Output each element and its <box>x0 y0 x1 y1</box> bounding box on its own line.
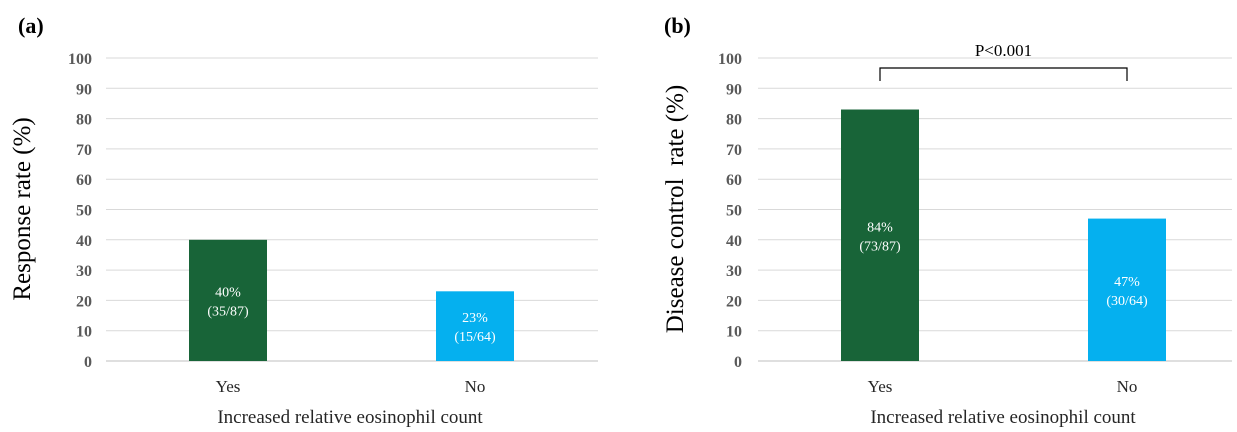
bar-no <box>436 291 514 361</box>
y-tick-label: 10 <box>76 324 92 341</box>
x-axis-title: Increased relative eosinophil count <box>870 407 1136 428</box>
y-tick-label: 100 <box>718 51 742 68</box>
y-tick-label: 30 <box>726 263 742 280</box>
data-label: (30/64) <box>1106 294 1148 309</box>
y-tick-label: 80 <box>76 112 92 129</box>
y-tick-label: 100 <box>68 51 92 68</box>
x-category-label: Yes <box>216 377 241 396</box>
bar-yes <box>189 239 267 361</box>
data-label: 23% <box>462 311 488 326</box>
x-category-label: No <box>465 377 486 396</box>
data-label: 47% <box>1114 275 1140 290</box>
y-tick-label: 20 <box>76 293 92 310</box>
x-axis-title: Increased relative eosinophil count <box>217 407 483 428</box>
p-value-annotation: P<0.001 <box>975 41 1032 60</box>
significance-bracket <box>879 67 1128 81</box>
y-tick-label: 90 <box>76 81 92 98</box>
y-tick-label: 10 <box>726 324 742 341</box>
y-tick-label: 50 <box>76 203 92 220</box>
y-tick-label: 80 <box>726 112 742 129</box>
y-tick-label: 50 <box>726 203 742 220</box>
y-tick-label: 0 <box>84 354 92 371</box>
y-tick-label: 30 <box>76 263 92 280</box>
bar-yes <box>841 109 919 361</box>
y-tick-label: 90 <box>726 81 742 98</box>
bar-no <box>1088 218 1166 361</box>
y-tick-label: 40 <box>726 233 742 250</box>
data-label: (73/87) <box>859 239 901 254</box>
y-tick-label: 70 <box>726 142 742 159</box>
panel-label: (a) <box>18 13 44 38</box>
y-tick-label: 0 <box>734 354 742 371</box>
y-axis-title: Response rate (%) <box>9 117 36 300</box>
y-tick-label: 60 <box>726 172 742 189</box>
x-category-label: No <box>1117 377 1138 396</box>
panel-label: (b) <box>664 13 691 38</box>
data-label: 84% <box>867 220 893 235</box>
y-tick-label: 70 <box>76 142 92 159</box>
y-tick-label: 60 <box>76 172 92 189</box>
data-label: 40% <box>215 285 241 300</box>
y-tick-label: 40 <box>76 233 92 250</box>
data-label: (15/64) <box>454 330 496 345</box>
data-label: (35/87) <box>207 304 249 319</box>
y-tick-label: 20 <box>726 293 742 310</box>
x-category-label: Yes <box>868 377 893 396</box>
y-axis-title: Disease control rate (%) <box>662 85 689 334</box>
